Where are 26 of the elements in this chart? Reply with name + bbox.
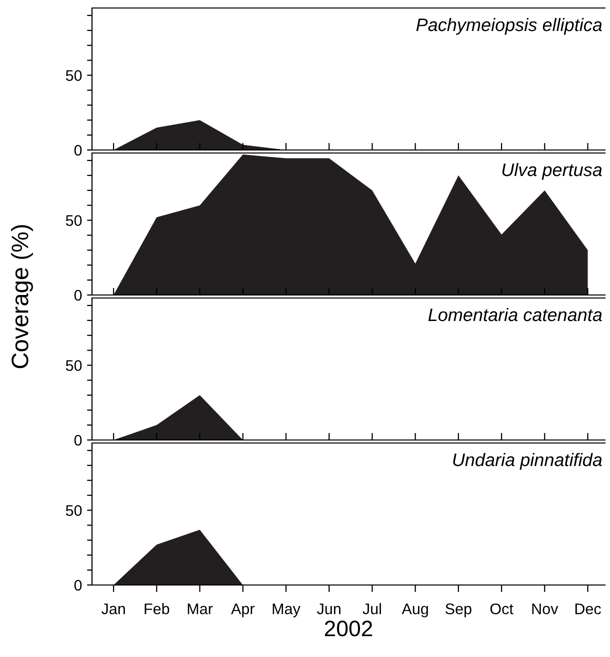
text: Ulva pertusa <box>502 162 602 180</box>
x-tick-label: Jan <box>101 604 125 614</box>
text: Pachymeiopsis elliptica <box>416 18 602 35</box>
x-tick-label: May <box>272 604 300 618</box>
y-tick-label: 0 <box>74 434 82 446</box>
y-axis-title: Coverage (%) <box>10 225 34 368</box>
y-tick-label: 0 <box>74 144 82 156</box>
x-tick-label: Aug <box>402 604 428 618</box>
y-tick-label: 50 <box>66 215 82 226</box>
chart-title: Lomentaria catenanta <box>428 308 602 322</box>
y-tick-label: 50 <box>66 360 82 371</box>
x-tick-label: Oct <box>490 603 514 614</box>
x-tick-label: Mar <box>188 604 213 614</box>
y-tick-label: 50 <box>66 70 82 81</box>
text: Undaria pinnatifida <box>453 452 602 470</box>
y-tick-label: 50 <box>66 505 82 516</box>
x-tick-label: Nov <box>532 604 558 614</box>
x-tick-label: Sep <box>446 603 472 618</box>
y-tick-label: 0 <box>74 580 82 591</box>
x-tick-label: Jun <box>317 604 340 614</box>
x-tick-label: Feb <box>144 603 170 614</box>
x-tick-label: Dec <box>575 604 601 614</box>
x-tick-label: Apr <box>231 604 255 618</box>
x-axis-title: 2002 <box>324 620 372 636</box>
y-tick-label: 0 <box>74 290 82 301</box>
x-tick-label: Jul <box>362 603 381 614</box>
